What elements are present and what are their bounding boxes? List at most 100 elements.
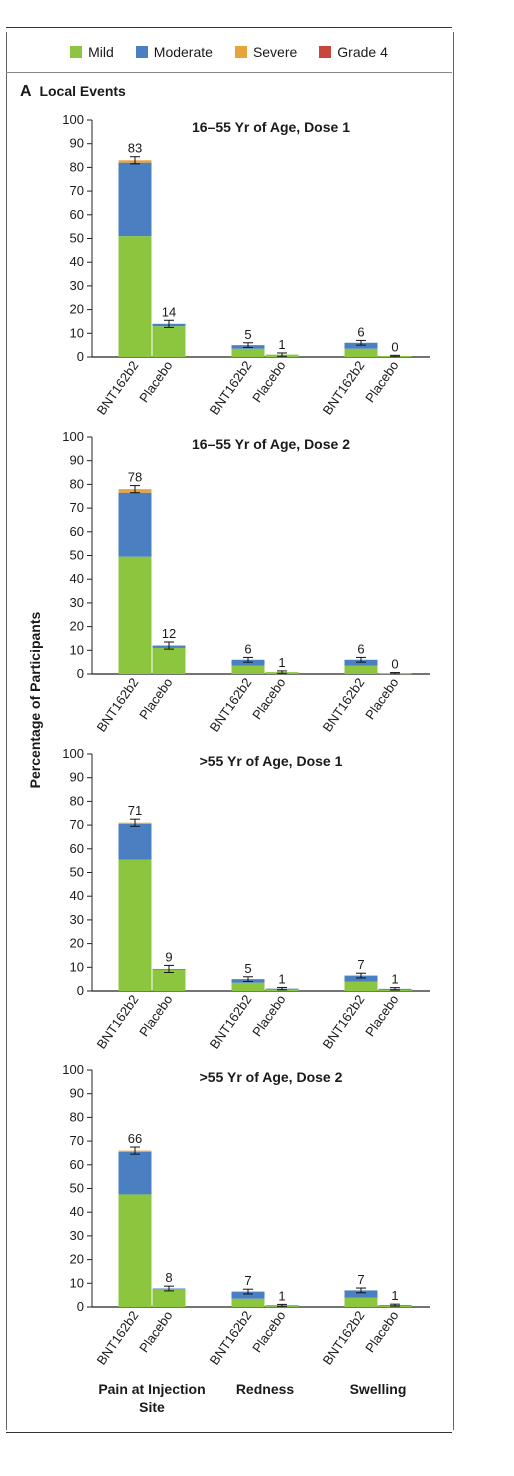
y-tick-label: 20	[70, 302, 84, 317]
y-tick-label: 70	[70, 817, 84, 832]
bar-x-label: Placebo	[362, 992, 401, 1039]
chart-title: 16–55 Yr of Age, Dose 2	[192, 436, 350, 452]
bar-value-label: 1	[278, 971, 285, 986]
bar-value-label: 5	[244, 327, 251, 342]
y-tick-label: 30	[70, 595, 84, 610]
bar-segment-mild	[118, 236, 152, 357]
bar-segment-mild	[344, 981, 378, 991]
bar-x-label: BNT162b2	[320, 358, 368, 418]
legend-item-severe: Severe	[234, 44, 298, 60]
bar-x-label: BNT162b2	[94, 1308, 142, 1368]
category-label-pain-line2: Site	[139, 1399, 165, 1415]
y-tick-label: 40	[70, 571, 84, 586]
y-tick-label: 50	[70, 231, 84, 246]
y-tick-label: 70	[70, 500, 84, 515]
y-tick-label: 100	[62, 429, 84, 444]
bar-value-label: 6	[244, 641, 251, 656]
bar-x-label: Placebo	[136, 358, 175, 405]
bar-x-label: Placebo	[136, 992, 175, 1039]
bar-x-label: BNT162b2	[207, 1308, 255, 1368]
bar-value-label: 5	[244, 961, 251, 976]
y-tick-label: 70	[70, 1133, 84, 1148]
bar-segment-moderate	[344, 342, 378, 349]
bar-x-label: Placebo	[249, 1308, 288, 1355]
bar-segment-mild	[231, 348, 265, 357]
bar-value-label: 1	[278, 337, 285, 352]
bar-x-label: Placebo	[362, 358, 401, 405]
bar-value-label: 6	[357, 324, 364, 339]
y-tick-label: 10	[70, 642, 84, 657]
y-tick-label: 80	[70, 793, 84, 808]
bar-x-label: Placebo	[249, 358, 288, 405]
category-label-pain: Pain at Injection Site	[92, 1380, 212, 1416]
category-label-pain-line1: Pain at Injection	[98, 1381, 206, 1397]
y-tick-label: 40	[70, 254, 84, 269]
bar-value-label: 66	[128, 1131, 142, 1146]
bar-value-label: 1	[391, 1288, 398, 1303]
y-tick-label: 100	[62, 112, 84, 127]
bar-value-label: 7	[357, 957, 364, 972]
y-tick-label: 90	[70, 1086, 84, 1101]
bar-value-label: 78	[128, 470, 142, 485]
legend-item-moderate: Moderate	[135, 44, 213, 60]
y-tick-label: 80	[70, 476, 84, 491]
bar-value-label: 71	[128, 803, 142, 818]
bar-segment-mild	[118, 556, 152, 674]
bar-segment-moderate	[118, 1151, 152, 1195]
bar-segment-mild	[152, 969, 186, 991]
y-tick-label: 20	[70, 619, 84, 634]
category-labels: Pain at Injection Site Redness Swelling	[0, 1380, 514, 1430]
top-rule	[6, 27, 452, 28]
bar-x-label: BNT162b2	[207, 675, 255, 735]
bar-value-label: 1	[278, 655, 285, 670]
bar-value-label: 1	[391, 972, 398, 987]
y-tick-label: 20	[70, 936, 84, 951]
bar-x-label: Placebo	[249, 992, 288, 1039]
bar-segment-mild	[231, 1298, 265, 1307]
bar-value-label: 7	[244, 1273, 251, 1288]
bar-segment-mild	[231, 665, 265, 674]
bar-x-label: BNT162b2	[320, 992, 368, 1052]
y-tick-label: 10	[70, 1275, 84, 1290]
chart-title: >55 Yr of Age, Dose 2	[200, 1069, 343, 1085]
bar-x-label: Placebo	[249, 675, 288, 722]
legend-label-mild: Mild	[88, 44, 114, 60]
bar-segment-mild	[344, 348, 378, 357]
y-tick-label: 60	[70, 207, 84, 222]
y-tick-label: 60	[70, 1157, 84, 1172]
bar-value-label: 83	[128, 141, 142, 156]
chart-title: 16–55 Yr of Age, Dose 1	[192, 119, 350, 135]
y-tick-label: 90	[70, 136, 84, 151]
y-tick-label: 40	[70, 1204, 84, 1219]
y-tick-label: 30	[70, 278, 84, 293]
bar-segment-mild	[152, 326, 186, 357]
y-tick-label: 30	[70, 1228, 84, 1243]
bar-x-label: Placebo	[136, 675, 175, 722]
y-tick-label: 50	[70, 865, 84, 880]
legend-swatch-severe	[234, 46, 247, 58]
bar-segment-moderate	[231, 659, 265, 666]
bar-value-label: 8	[165, 1270, 172, 1285]
bar-segment-mild	[152, 1289, 186, 1307]
category-label-swelling: Swelling	[349, 1381, 407, 1397]
bar-segment-moderate	[344, 1290, 378, 1298]
legend-label-severe: Severe	[252, 44, 298, 60]
bar-segment-mild	[231, 982, 265, 991]
legend-label-grade4: Grade 4	[337, 44, 388, 60]
bar-x-label: BNT162b2	[207, 358, 255, 418]
legend-swatch-moderate	[135, 46, 148, 58]
y-tick-label: 20	[70, 1252, 84, 1267]
y-tick-label: 90	[70, 453, 84, 468]
y-tick-label: 40	[70, 888, 84, 903]
bar-x-label: BNT162b2	[207, 992, 255, 1052]
bar-segment-moderate	[231, 1291, 265, 1299]
chart-title: >55 Yr of Age, Dose 1	[200, 753, 343, 769]
bar-value-label: 9	[165, 949, 172, 964]
y-tick-label: 100	[62, 746, 84, 761]
bar-value-label: 0	[391, 339, 398, 354]
y-tick-label: 80	[70, 159, 84, 174]
y-tick-label: 60	[70, 841, 84, 856]
legend-item-grade4: Grade 4	[319, 44, 388, 60]
bar-segment-moderate	[118, 492, 152, 557]
y-tick-label: 0	[77, 666, 84, 681]
